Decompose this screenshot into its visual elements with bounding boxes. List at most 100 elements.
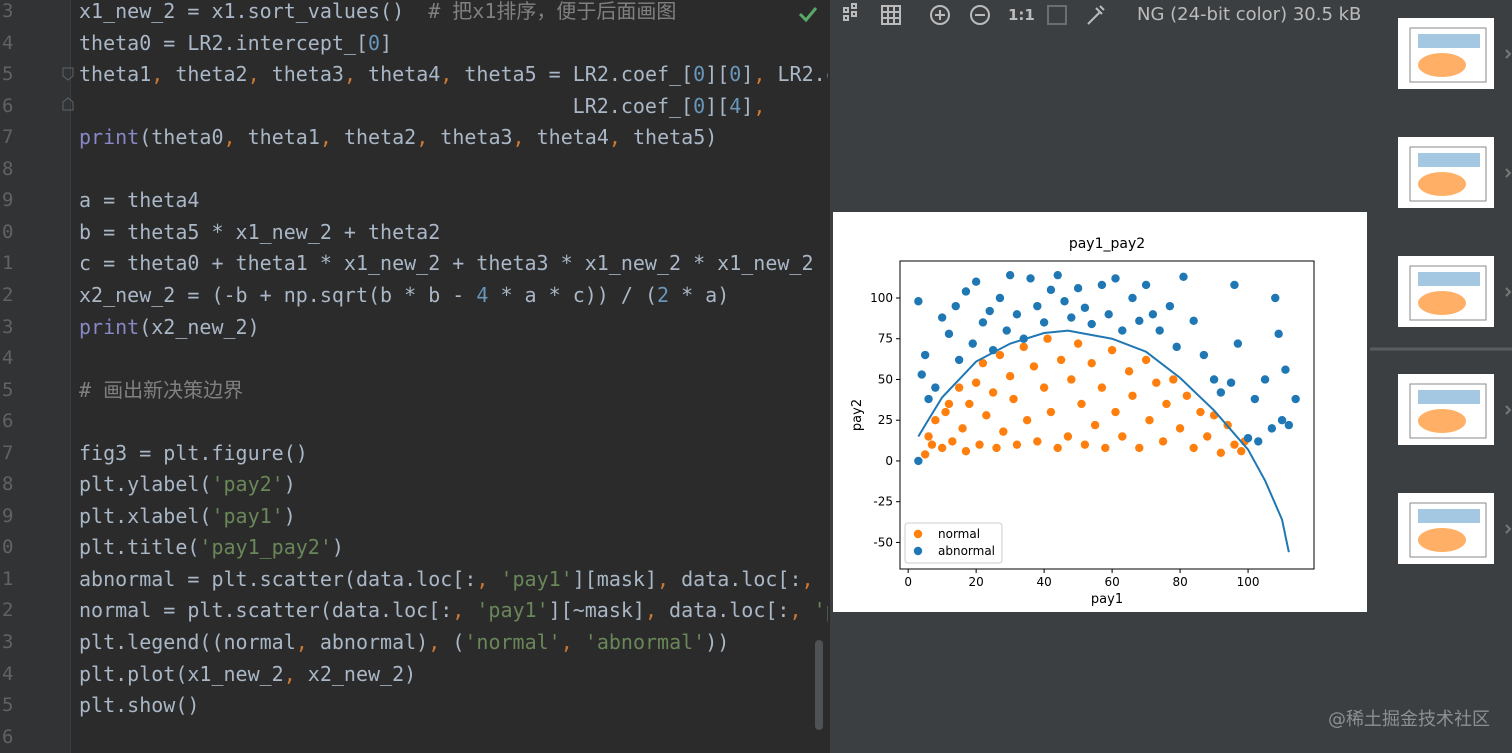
scatter-point <box>1179 272 1188 282</box>
thumbnail-plot <box>1409 146 1487 202</box>
scatter-point <box>1172 342 1181 352</box>
code-line: abnormal = plt.scatter(data.loc[:, 'pay1… <box>79 563 826 595</box>
code-token: ) <box>331 535 344 560</box>
gutter <box>0 0 71 753</box>
background-icon[interactable] <box>1047 5 1067 25</box>
thumbnail-plot <box>1409 383 1487 439</box>
scatter-point <box>1189 316 1198 326</box>
scatter-point <box>1199 350 1209 360</box>
code-token: LR2.coef_[ <box>79 93 694 118</box>
scatter-point <box>1182 391 1192 400</box>
code-token: 'pay1' <box>476 598 549 623</box>
zoom-in-icon[interactable] <box>930 5 950 25</box>
code-token: ] <box>741 62 754 87</box>
code-token: theta1 <box>79 62 152 87</box>
thumbnail-plot <box>1409 27 1487 83</box>
line-number: 2 <box>2 283 14 306</box>
scatter-point <box>1291 394 1300 404</box>
zoom-out-icon[interactable] <box>970 5 990 25</box>
line-number: 6 <box>2 410 14 433</box>
zoom-in-icon[interactable] <box>935 10 945 20</box>
thumbnail-arrow[interactable] <box>1505 405 1512 415</box>
scatter-point <box>937 443 947 453</box>
toolbar-icons <box>843 3 1105 25</box>
code-token: , <box>440 62 465 87</box>
scatter-point <box>927 440 937 449</box>
scatter-point <box>1250 394 1260 404</box>
x-tick-label: 80 <box>1172 575 1187 589</box>
fold-marker <box>62 67 74 81</box>
thumbnail-arrow[interactable] <box>1505 524 1512 534</box>
code-token: 'pay1' <box>500 566 573 591</box>
code-line: fig3 = plt.figure() <box>79 437 308 469</box>
code-token: data.loc[: <box>669 598 790 623</box>
thumbnail-arrow[interactable] <box>1505 287 1512 297</box>
code-token: 'p <box>813 598 828 623</box>
code-token: x2_new_2 = (-b + np.sqrt(b * b - <box>79 282 477 307</box>
scatter-point <box>924 394 933 404</box>
scatter-point <box>937 313 947 322</box>
code-token: , <box>452 598 477 623</box>
scatter-point <box>951 301 960 311</box>
code-token: plt.ylabel( <box>79 472 212 497</box>
code-token: , <box>247 62 272 87</box>
actual-size-button[interactable]: 1:1 <box>1008 6 1035 24</box>
line-number: 6 <box>2 94 14 117</box>
line-number: 1 <box>2 252 14 275</box>
code-token: theta5) <box>632 125 718 150</box>
check-icon <box>798 7 818 23</box>
grid-icon[interactable] <box>882 6 900 24</box>
code-token: # 画出新决策边界 <box>79 377 244 402</box>
line-number: 3 <box>2 0 14 22</box>
scatter-point <box>1128 391 1137 400</box>
scatter-point <box>1148 310 1158 319</box>
scatter-point <box>1135 443 1144 453</box>
scatter-point <box>1226 378 1236 387</box>
y-axis-label: pay2 <box>850 399 865 431</box>
code-token: 'pay1' <box>211 503 284 528</box>
y-tick-label: 25 <box>878 413 893 427</box>
scatter-point <box>1111 407 1120 417</box>
code-token: , <box>476 566 501 591</box>
thumbnail-arrow[interactable] <box>1505 49 1512 59</box>
thumbnail-arrow[interactable] <box>1505 168 1512 178</box>
code-token: 4 <box>729 93 742 118</box>
grid-icon[interactable] <box>881 5 901 25</box>
scatter-point <box>1097 383 1107 392</box>
code-token: 2 <box>656 282 670 307</box>
scatter-point <box>1141 355 1151 365</box>
thumbnail-points <box>1418 153 1480 167</box>
y-tick-label: 0 <box>885 454 893 468</box>
scatter-point <box>944 399 954 409</box>
code-token: a = theta4 <box>79 188 200 213</box>
scatter-point <box>1128 293 1137 303</box>
scatter-point <box>971 378 981 387</box>
viewer-decor <box>843 3 1512 564</box>
scatter-point <box>954 355 964 365</box>
scatter-point <box>1005 372 1015 381</box>
scatter-point <box>1169 375 1178 384</box>
color-picker-icon[interactable] <box>1087 5 1105 25</box>
scatter-point <box>1216 448 1226 458</box>
scatter-point <box>1067 313 1076 322</box>
scatter-point <box>961 287 971 296</box>
code-token: b = theta5 * x1_new_2 + theta2 <box>79 219 441 244</box>
code-token: data.loc[: <box>681 566 802 591</box>
y-tick-label: 100 <box>870 291 893 305</box>
code-line: theta1, theta2, theta3, theta4, theta5 =… <box>79 58 828 90</box>
line-number: 0 <box>2 536 14 559</box>
scatter-point <box>1053 443 1062 453</box>
editor-decor <box>62 7 823 730</box>
code-token: plt.title( <box>79 535 200 560</box>
scatter-point <box>1053 270 1062 280</box>
scatter-point <box>1135 316 1144 326</box>
line-number: 7 <box>2 441 14 464</box>
code-token: 4 <box>476 282 489 307</box>
fit-icon[interactable] <box>843 3 857 21</box>
code-token: , <box>801 566 826 591</box>
boundary-line <box>917 329 1290 553</box>
code-line: x2_new_2 = (-b + np.sqrt(b * b - 4 * a *… <box>79 279 729 311</box>
line-number: 3 <box>2 631 14 653</box>
scatter-point <box>992 443 1001 453</box>
code-token: * a) <box>669 282 730 307</box>
